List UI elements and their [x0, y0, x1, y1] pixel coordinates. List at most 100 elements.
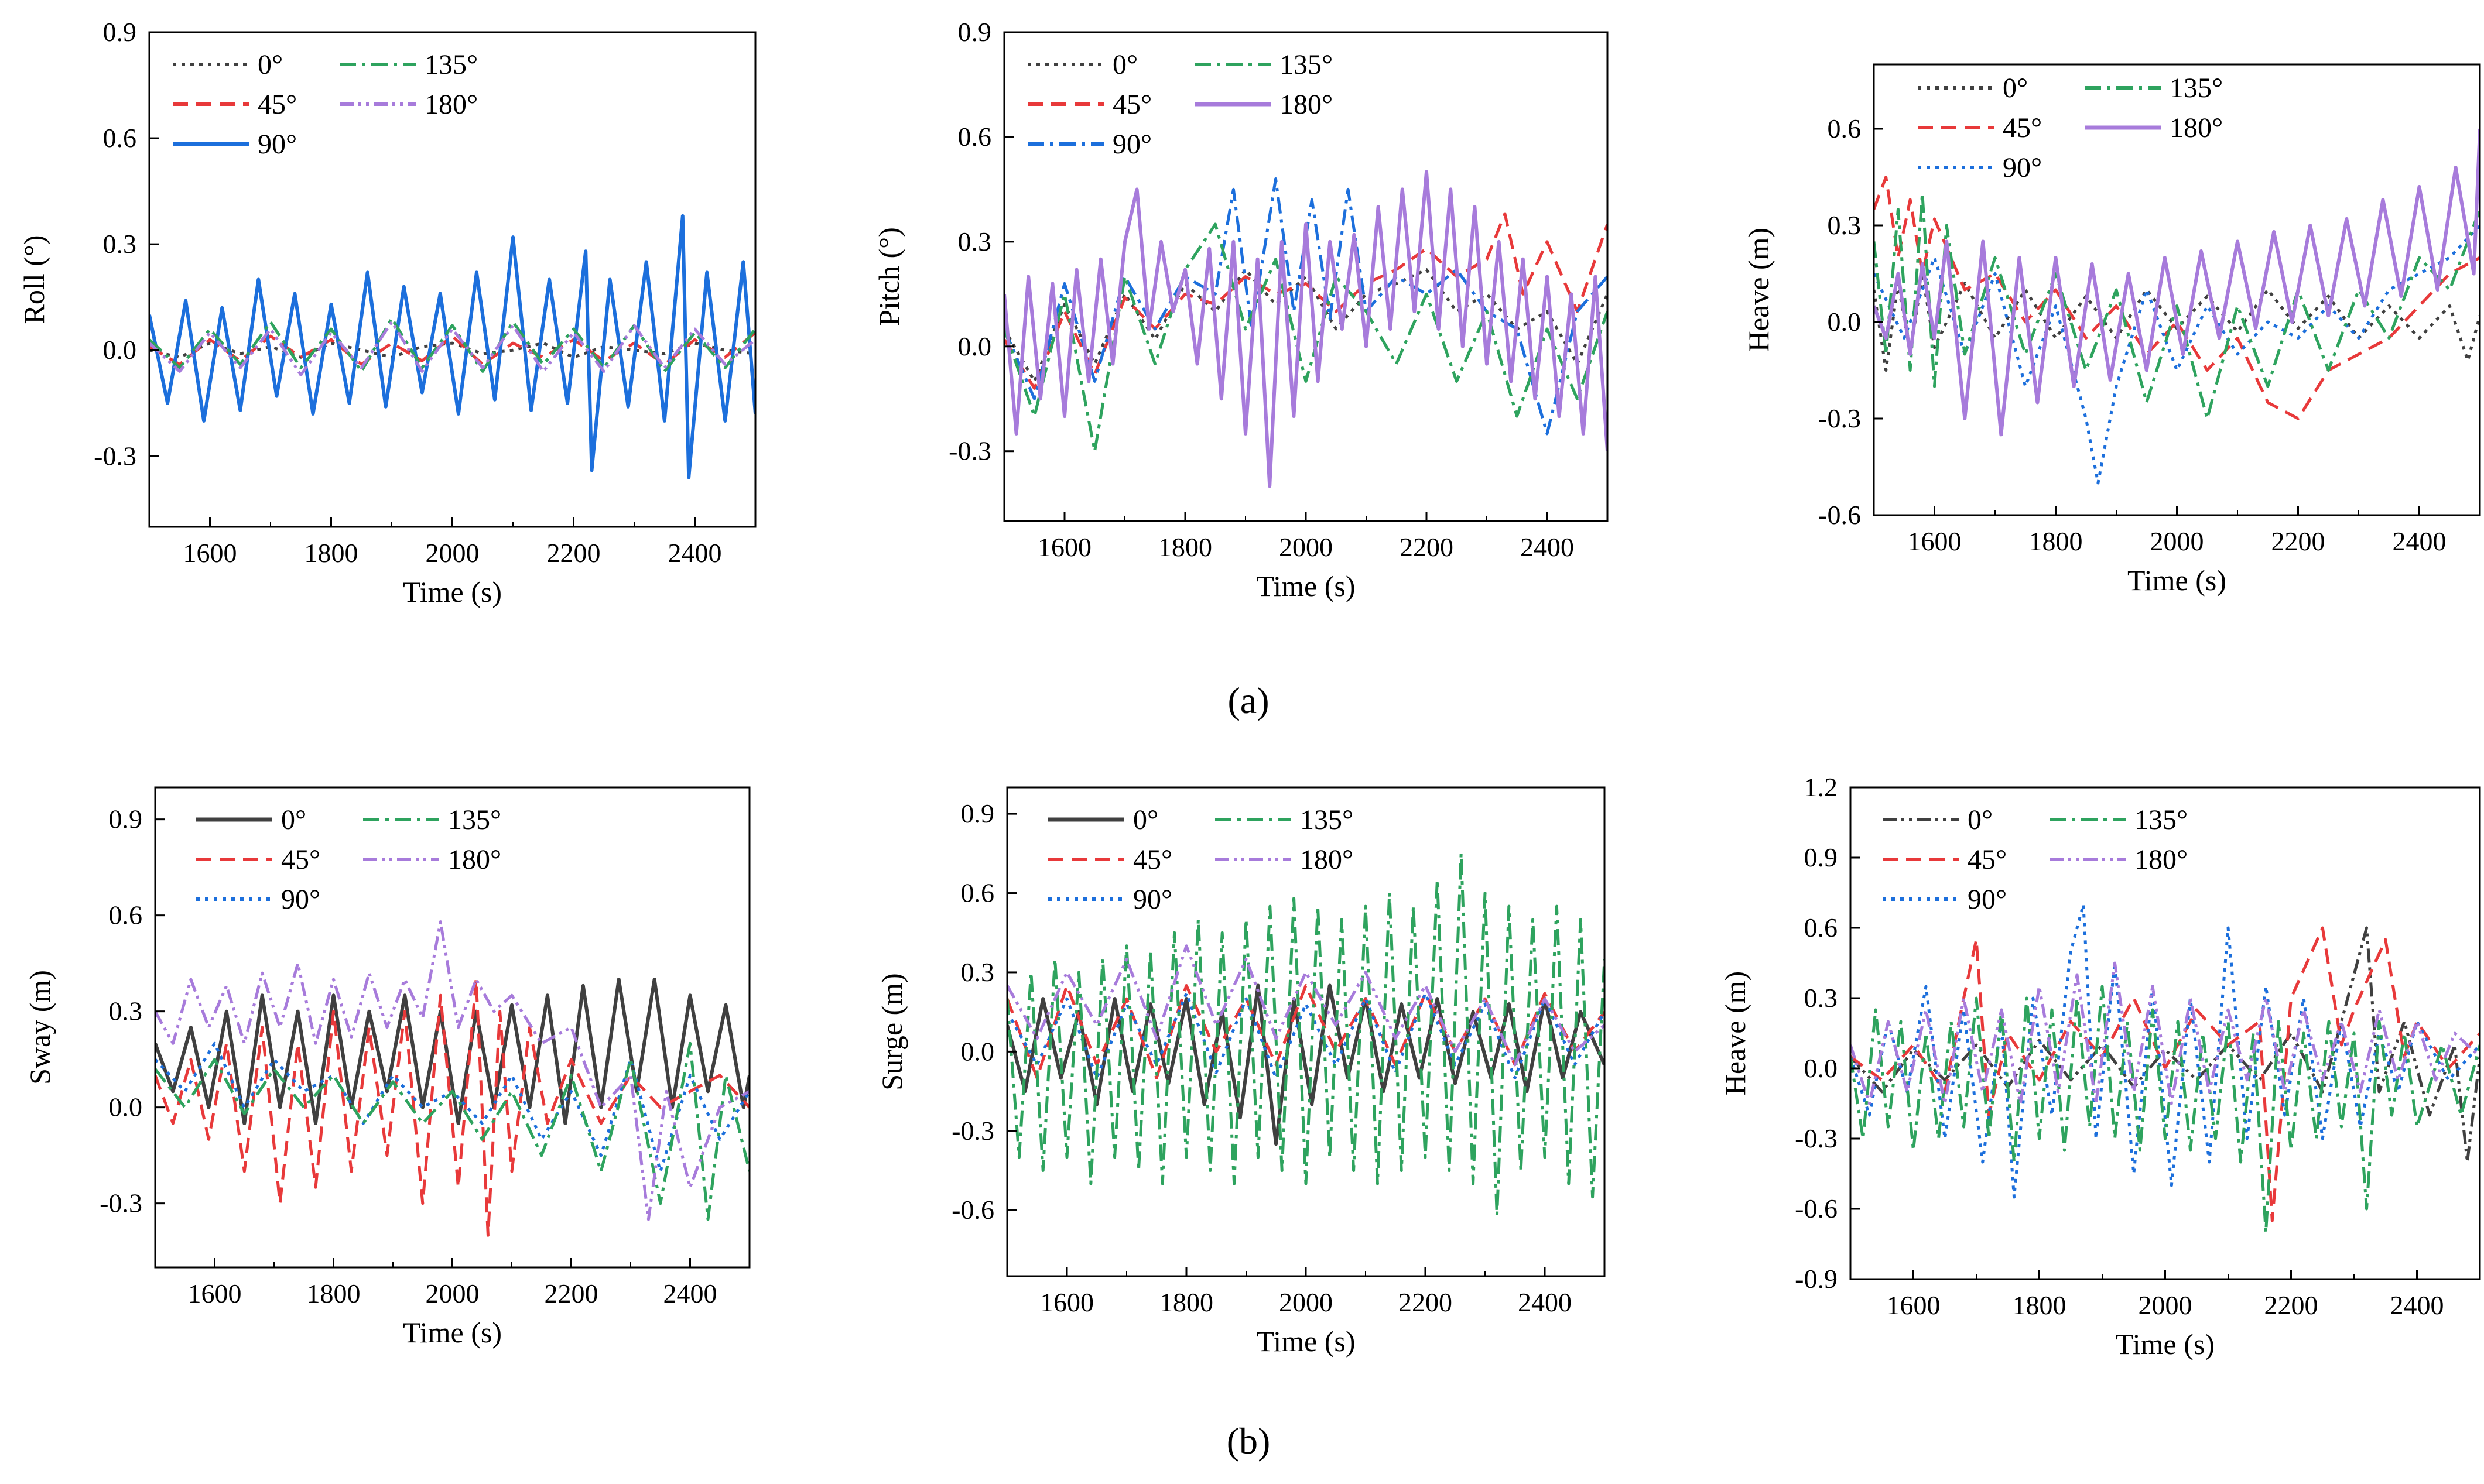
- legend-entry: 180°: [2170, 112, 2223, 143]
- legend: 0° 45° 90° 135° 180°: [1918, 73, 2223, 183]
- legend-entry: 0°: [1968, 804, 1993, 835]
- legend: 0° 45° 90° 135° 180°: [173, 49, 478, 160]
- legend-entry: 0°: [258, 49, 283, 80]
- legend-entry: 45°: [281, 844, 320, 875]
- y-tick-label: -0.3: [952, 1116, 994, 1146]
- y-tick-label: 0.6: [109, 900, 143, 930]
- x-axis-label: Time (s): [403, 1316, 502, 1349]
- y-tick-label: 0.0: [961, 1036, 995, 1066]
- x-tick-label: 2000: [1279, 1287, 1333, 1317]
- series-line-1-5: [149, 320, 755, 376]
- legend-entry: 45°: [1133, 844, 1172, 875]
- x-tick-label: 2200: [547, 538, 601, 568]
- legend: 0° 45° 90° 135° 180°: [196, 804, 501, 915]
- legend-entry: 45°: [1113, 89, 1152, 120]
- y-axis-label: Sway (m): [23, 970, 56, 1085]
- legend-entry: 0°: [2003, 73, 2028, 104]
- x-tick-label: 2200: [1398, 1287, 1452, 1317]
- legend-entry: 90°: [1133, 884, 1172, 915]
- y-tick-label: -0.6: [1795, 1194, 1838, 1223]
- chart-3: 1600 1800 2000 2200 2400 -0.6 -0.3 0.0 0.3 0.6 Tim…: [1742, 63, 2481, 597]
- y-tick-label: -0.3: [949, 436, 991, 466]
- legend-entry: 45°: [2003, 112, 2042, 143]
- series-line-5-3: [1007, 992, 1604, 1079]
- x-tick-label: 1800: [304, 538, 358, 568]
- y-tick-label: 0.6: [958, 122, 992, 152]
- legend-entry: 45°: [258, 89, 297, 120]
- y-tick-label: 1.2: [1804, 772, 1838, 802]
- x-tick-label: 2400: [2390, 1290, 2444, 1320]
- series-line-3-3: [1874, 224, 2480, 485]
- legend-entry: 0°: [1133, 804, 1158, 835]
- x-tick-label: 1600: [1038, 532, 1092, 562]
- legend-entry: 180°: [2134, 844, 2188, 875]
- y-tick-label: 0.3: [958, 227, 992, 256]
- x-tick-label: 2200: [2264, 1290, 2318, 1320]
- legend-entry: 135°: [2134, 804, 2188, 835]
- x-tick-label: 2200: [545, 1279, 598, 1308]
- y-tick-label: 0.9: [109, 804, 143, 834]
- y-tick-label: 0.6: [1804, 913, 1838, 943]
- legend-entry: 135°: [1300, 804, 1353, 835]
- legend-entry: 180°: [425, 89, 478, 120]
- legend-entry: 135°: [1279, 49, 1333, 80]
- series-line-4-2: [155, 978, 750, 1237]
- x-tick-label: 2000: [426, 538, 480, 568]
- y-tick-label: 0.9: [961, 798, 995, 828]
- x-tick-label: 2000: [2139, 1290, 2192, 1320]
- x-tick-label: 2400: [668, 538, 722, 568]
- legend-entry: 180°: [1300, 844, 1353, 875]
- y-tick-label: 0.0: [958, 331, 992, 361]
- y-tick-label: -0.3: [1795, 1123, 1838, 1153]
- x-tick-label: 1800: [307, 1279, 361, 1308]
- series-line-2-5: [1004, 170, 1607, 488]
- y-tick-label: 0.6: [1828, 114, 1862, 143]
- legend-entry: 90°: [1968, 884, 2007, 915]
- legend-entry: 90°: [281, 884, 320, 915]
- y-tick-label: 0.9: [958, 17, 992, 47]
- series-line-6-2: [1850, 926, 2480, 1222]
- legend: 0° 45° 90° 135° 180°: [1883, 804, 2188, 915]
- series-line-1-1: [149, 341, 755, 359]
- y-tick-label: 0.3: [1828, 210, 1862, 240]
- y-tick-label: 0.9: [103, 17, 137, 47]
- y-axis-label: Roll (°): [18, 235, 50, 324]
- x-axis-label: Time (s): [2127, 564, 2226, 597]
- legend-entry: 135°: [448, 804, 501, 835]
- y-tick-label: 0.0: [109, 1092, 143, 1122]
- y-tick-label: 0.3: [1804, 983, 1838, 1013]
- series-line-6-4: [1850, 985, 2480, 1234]
- y-tick-label: -0.9: [1795, 1264, 1838, 1294]
- series-line-3-4: [1874, 191, 2480, 420]
- legend-entry: 0°: [1113, 49, 1138, 80]
- x-tick-label: 1600: [1040, 1287, 1094, 1317]
- y-tick-label: 0.6: [961, 878, 995, 908]
- x-axis-label: Time (s): [1256, 1325, 1355, 1358]
- y-tick-label: -0.3: [1818, 403, 1861, 433]
- chart-2: 1600 1800 2000 2200 2400 -0.3 0.0 0.3 0.6 0.9 Time…: [873, 17, 1609, 602]
- x-tick-label: 2000: [2150, 526, 2204, 556]
- y-axis-label: Heave (m): [1742, 228, 1775, 352]
- x-tick-label: 2400: [1518, 1287, 1572, 1317]
- x-tick-label: 1600: [1887, 1290, 1941, 1320]
- chart-5: 1600 1800 2000 2200 2400 -0.6 -0.3 0.0 0.3 0.6 0.9…: [875, 786, 1606, 1358]
- y-tick-label: 0.0: [1828, 307, 1862, 337]
- y-tick-label: 0.3: [961, 957, 995, 987]
- series-line-3-5: [1874, 128, 2480, 437]
- y-tick-label: -0.6: [952, 1195, 994, 1225]
- x-tick-label: 2200: [2271, 526, 2325, 556]
- y-tick-label: 0.0: [1804, 1053, 1838, 1083]
- legend-entry: 90°: [258, 129, 297, 160]
- y-tick-label: 0.3: [103, 229, 137, 259]
- series-line-2-4: [1004, 222, 1607, 453]
- x-tick-label: 2200: [1400, 532, 1453, 562]
- series-line-5-4: [1007, 852, 1604, 1217]
- series-line-3-2: [1874, 176, 2480, 420]
- y-tick-label: 0.9: [1804, 842, 1838, 872]
- legend-entry: 0°: [281, 804, 306, 835]
- chart-1: 1600 1800 2000 2200 2400 -0.3 0.0 0.3 0.6 0.9 Time…: [18, 17, 757, 608]
- x-tick-label: 2000: [426, 1279, 480, 1308]
- x-axis-label: Time (s): [1256, 570, 1355, 602]
- chart-6: 1600 1800 2000 2200 2400 -0.9 -0.6 -0.3 0.0 0.3 0.…: [1719, 772, 2481, 1360]
